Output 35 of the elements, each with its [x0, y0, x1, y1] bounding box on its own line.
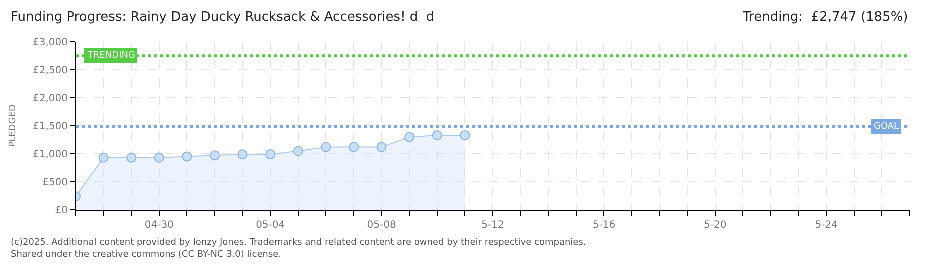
y-tick-label: £1,000	[33, 150, 68, 160]
point	[238, 150, 248, 160]
point	[404, 132, 415, 142]
point	[460, 130, 470, 141]
x-tick-label: 5-12	[482, 220, 504, 231]
x-tick-label: 05-08	[367, 220, 396, 231]
y-tick-label: £1,500	[33, 122, 68, 132]
ref-line-label: GOAL	[874, 122, 900, 132]
x-tick-label: 05-04	[256, 220, 286, 231]
text: (c)2025. Additional content provided by Ionzy Jones. Trademarks and related content are owned by their respective companies.	[11, 238, 586, 248]
y-tick-label: £500	[42, 178, 68, 188]
y-axis-title: PLEDGED	[8, 104, 18, 148]
point	[182, 152, 192, 162]
point	[376, 142, 387, 152]
point	[210, 150, 220, 161]
x-tick-label: 5-16	[592, 220, 616, 231]
point	[293, 146, 304, 156]
point	[98, 152, 109, 163]
point	[321, 142, 332, 152]
y-tick-label: £0	[55, 206, 68, 216]
chart-title: Funding Progress: Rainy Day Ducky Rucksack & Accessories! d d	[11, 10, 435, 25]
point	[432, 130, 442, 141]
x-tick-label: 5-20	[704, 220, 727, 231]
x-tick-label: 04-30	[144, 220, 174, 231]
point	[349, 142, 359, 152]
y-tick-label: £2,000	[33, 94, 68, 104]
point	[266, 150, 276, 160]
y-tick-label: £3,000	[33, 38, 68, 48]
x-tick-label: 5-24	[815, 220, 838, 231]
point	[154, 152, 164, 163]
chart-subtitle: Trending: £2,747 (185%)	[742, 10, 908, 25]
y-tick-label: £2,500	[33, 66, 68, 76]
ref-line-label: TRENDING	[87, 51, 136, 61]
text: Shared under the creative commons (CC BY-NC 3.0) license.	[11, 250, 282, 260]
point	[126, 152, 137, 163]
